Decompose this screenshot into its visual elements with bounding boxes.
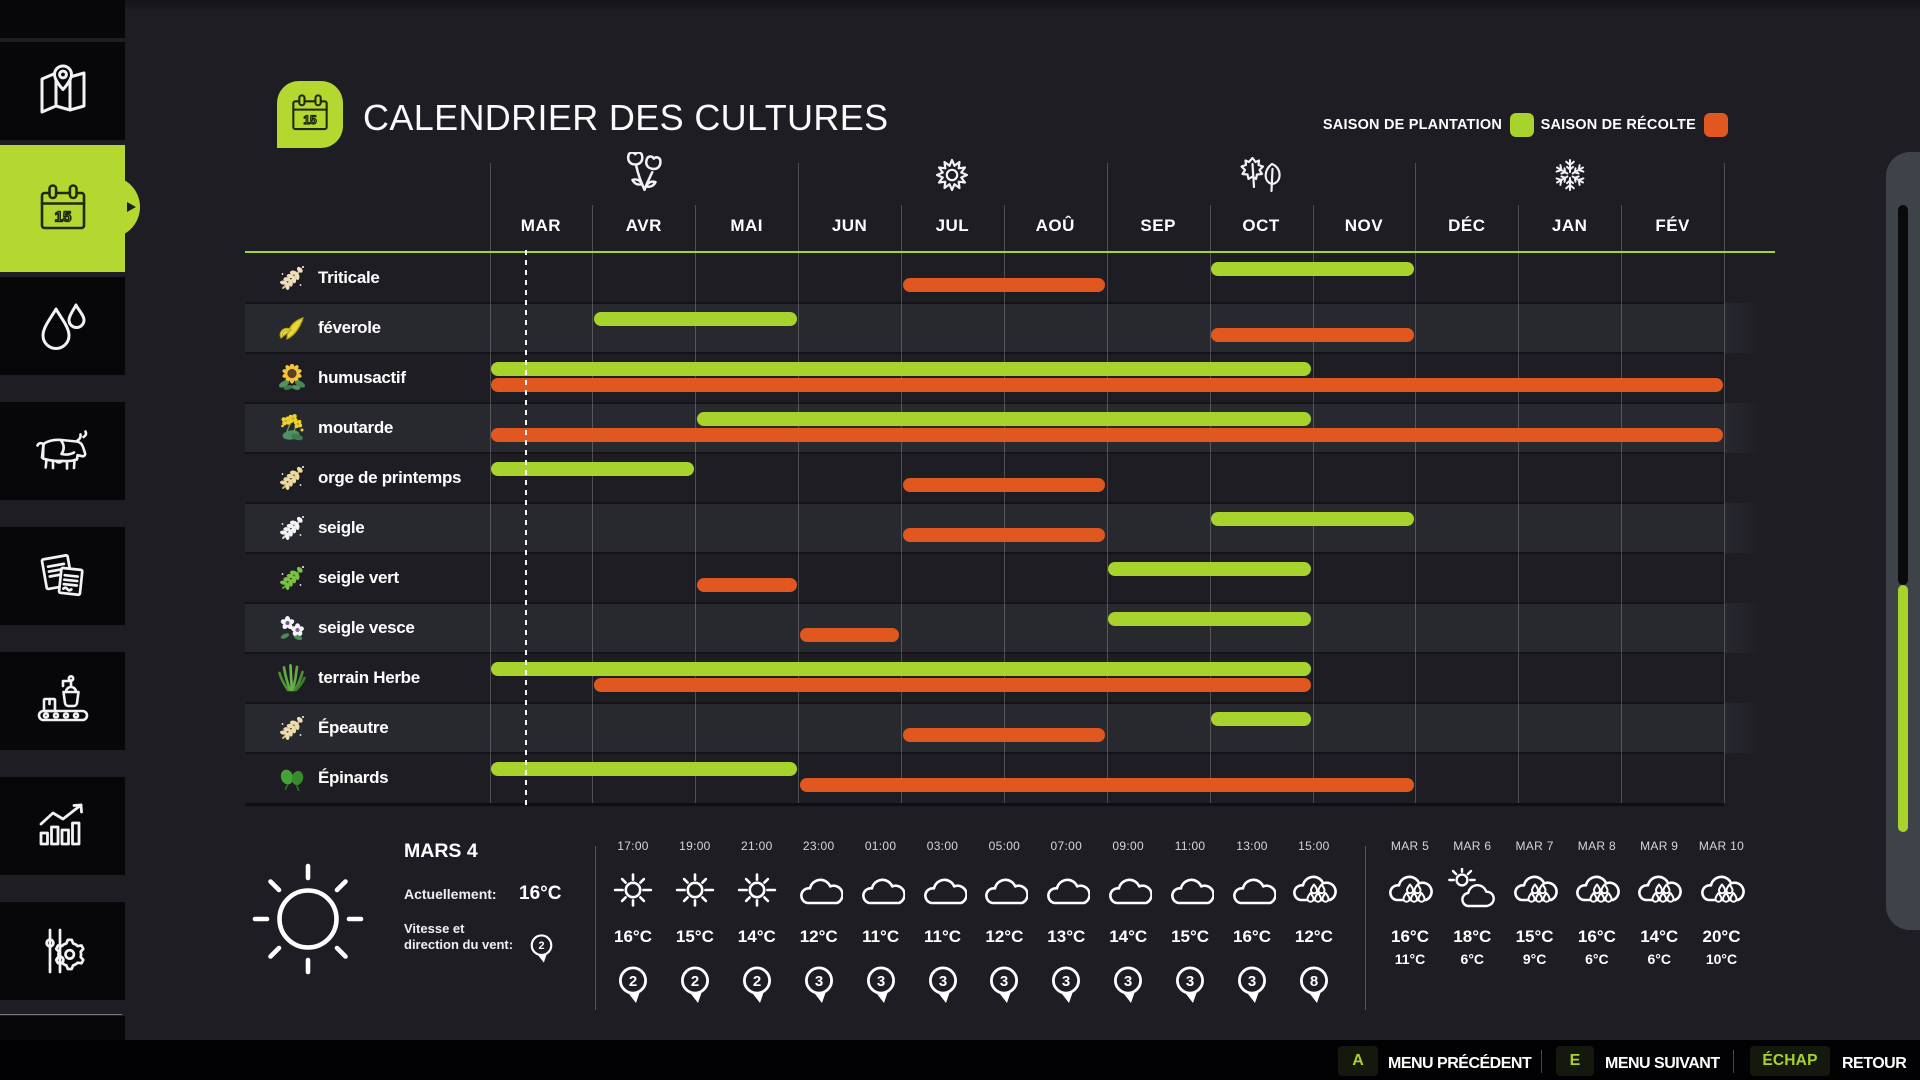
svg-text:2: 2 bbox=[629, 973, 637, 990]
svg-text:3: 3 bbox=[1186, 973, 1194, 990]
svg-text:2: 2 bbox=[753, 973, 761, 990]
svg-text:2: 2 bbox=[691, 973, 699, 990]
svg-text:3: 3 bbox=[1124, 973, 1132, 990]
svg-text:2: 2 bbox=[538, 940, 544, 952]
svg-text:3: 3 bbox=[815, 973, 823, 990]
svg-text:15: 15 bbox=[54, 208, 71, 225]
svg-text:3: 3 bbox=[1000, 973, 1008, 990]
svg-text:8: 8 bbox=[1310, 973, 1318, 990]
svg-text:3: 3 bbox=[938, 973, 946, 990]
svg-text:3: 3 bbox=[1062, 973, 1070, 990]
svg-text:3: 3 bbox=[1248, 973, 1256, 990]
svg-text:15: 15 bbox=[303, 113, 317, 127]
svg-text:3: 3 bbox=[876, 973, 884, 990]
